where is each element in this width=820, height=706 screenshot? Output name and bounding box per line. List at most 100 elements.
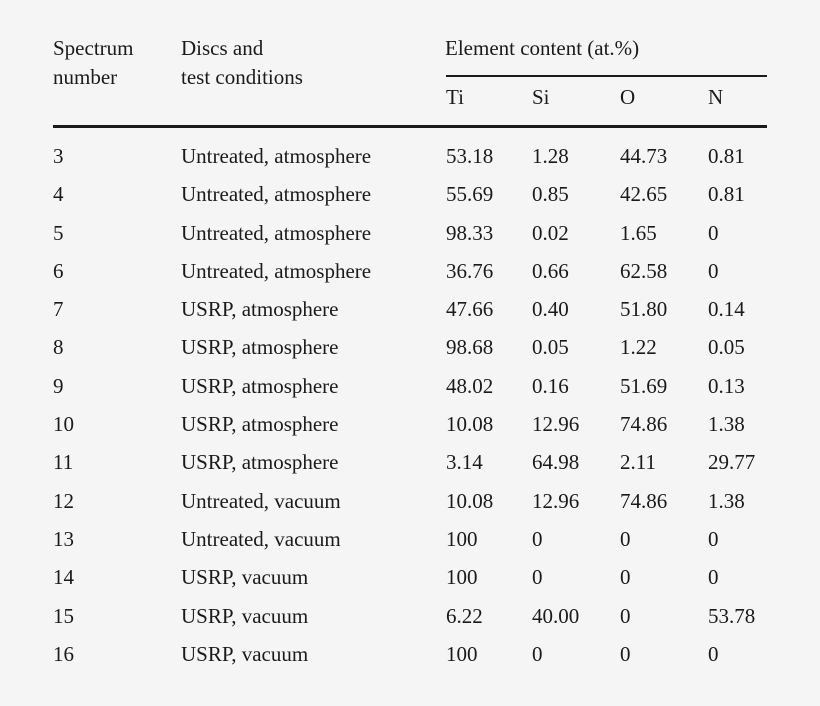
cell-condition: USRP, vacuum [181, 641, 309, 666]
cell-condition: Untreated, vacuum [181, 488, 341, 513]
cell-si: 0.66 [532, 258, 569, 283]
cell-n: 0 [708, 258, 719, 283]
cell-ti: 10.08 [446, 412, 494, 437]
header-discs-conditions: Discs and test conditions [181, 34, 303, 92]
cell-condition: Untreated, atmosphere [181, 144, 372, 168]
cell-si: 0 [532, 565, 543, 590]
cell-si: 0.85 [532, 182, 569, 207]
cell-o: 74.86 [620, 412, 668, 437]
header-bottom-rule [53, 125, 767, 128]
cell-o: 0 [620, 526, 631, 551]
cell-si: 1.28 [532, 144, 569, 168]
cell-n: 0 [708, 641, 719, 666]
cell-condition: USRP, atmosphere [181, 297, 339, 322]
cell-n: 0 [708, 526, 719, 551]
cell-ti: 48.02 [446, 373, 494, 398]
cell-n: 0.14 [708, 297, 745, 322]
cell-o: 0 [620, 641, 631, 666]
cell-n: 29.77 [708, 450, 756, 475]
cell-condition: USRP, atmosphere [181, 373, 339, 398]
cell-ti: 98.33 [446, 220, 494, 245]
table-row: 7 USRP, atmosphere 47.66 0.40 51.80 0.14 [53, 290, 767, 328]
table-row: 8 USRP, atmosphere 98.68 0.05 1.22 0.05 [53, 328, 767, 366]
cell-o: 42.65 [620, 182, 668, 207]
header-n: N [708, 85, 724, 109]
table-row: 10 USRP, atmosphere 10.08 12.96 74.86 1.38 [53, 405, 767, 443]
cell-o: 0 [620, 603, 631, 628]
table-row: 6 Untreated, atmosphere 36.76 0.66 62.58 0 [53, 252, 767, 290]
cell-condition: USRP, atmosphere [181, 412, 339, 437]
header-element-content: Element content (at.%) [445, 36, 640, 60]
cell-si: 0.02 [532, 220, 569, 245]
header-o: O [620, 85, 636, 109]
table-row: 15 USRP, vacuum 6.22 40.00 0 53.78 [53, 597, 767, 635]
cell-o: 44.73 [620, 144, 668, 168]
cell-spectrum: 11 [53, 450, 74, 475]
cell-si: 0.16 [532, 373, 569, 398]
cell-o: 1.22 [620, 335, 657, 360]
cell-condition: Untreated, atmosphere [181, 182, 372, 207]
cell-n: 0 [708, 220, 719, 245]
cell-spectrum: 13 [53, 526, 74, 551]
table-row: 3 Untreated, atmosphere 53.18 1.28 44.73 0.81 [53, 137, 767, 175]
cell-si: 0 [532, 526, 543, 551]
table-header: Spectrum number Discs and test condition… [53, 0, 767, 128]
cell-ti: 53.18 [446, 144, 494, 168]
cell-si: 0 [532, 641, 543, 666]
cell-spectrum: 12 [53, 488, 74, 513]
cell-o: 1.65 [620, 220, 657, 245]
table-body: 3 Untreated, atmosphere 53.18 1.28 44.73 0.81… [53, 137, 767, 673]
cell-ti: 36.76 [446, 258, 494, 283]
header-ti: Ti [446, 85, 464, 109]
header-spectrum-line2: number [53, 65, 118, 89]
table-row: 14 USRP, vacuum 100 0 0 0 [53, 558, 767, 596]
cell-n: 0.81 [708, 144, 745, 168]
cell-spectrum: 5 [53, 220, 64, 245]
cell-spectrum: 10 [53, 412, 74, 437]
cell-n: 0.81 [708, 182, 745, 207]
cell-o: 51.69 [620, 373, 668, 398]
table-row: 11 USRP, atmosphere 3.14 64.98 2.11 29.77 [53, 443, 767, 481]
cell-condition: USRP, atmosphere [181, 450, 339, 475]
cell-spectrum: 14 [53, 565, 74, 590]
cell-spectrum: 15 [53, 603, 74, 628]
cell-o: 51.80 [620, 297, 668, 322]
cell-n: 0 [708, 565, 719, 590]
cell-spectrum: 8 [53, 335, 64, 360]
cell-o: 2.11 [620, 450, 656, 475]
cell-ti: 3.14 [446, 450, 483, 475]
cell-condition: USRP, atmosphere [181, 335, 339, 360]
cell-spectrum: 4 [53, 182, 64, 207]
table-row: 16 USRP, vacuum 100 0 0 0 [53, 635, 767, 673]
cell-si: 0.05 [532, 335, 569, 360]
cell-ti: 100 [446, 526, 478, 551]
table-row: 9 USRP, atmosphere 48.02 0.16 51.69 0.13 [53, 367, 767, 405]
cell-spectrum: 7 [53, 297, 64, 322]
cell-si: 64.98 [532, 450, 580, 475]
cell-n: 1.38 [708, 412, 745, 437]
header-si: Si [532, 85, 550, 109]
cell-spectrum: 9 [53, 373, 64, 398]
cell-si: 12.96 [532, 488, 580, 513]
element-content-table: Spectrum number Discs and test condition… [53, 0, 767, 666]
cell-ti: 55.69 [446, 182, 494, 207]
table-row: 13 Untreated, vacuum 100 0 0 0 [53, 520, 767, 558]
cell-condition: USRP, vacuum [181, 603, 309, 628]
cell-spectrum: 3 [53, 144, 64, 168]
cell-o: 74.86 [620, 488, 668, 513]
cell-n: 1.38 [708, 488, 745, 513]
cell-si: 0.40 [532, 297, 569, 322]
cell-spectrum: 6 [53, 258, 64, 283]
cell-n: 0.13 [708, 373, 745, 398]
header-discs-line2: test conditions [181, 65, 303, 89]
cell-si: 12.96 [532, 412, 580, 437]
cell-condition: Untreated, vacuum [181, 526, 341, 551]
cell-spectrum: 16 [53, 641, 74, 666]
cell-o: 62.58 [620, 258, 668, 283]
cell-ti: 100 [446, 641, 478, 666]
header-discs-line1: Discs and [181, 36, 264, 60]
cell-ti: 47.66 [446, 297, 494, 322]
cell-n: 0.05 [708, 335, 745, 360]
cell-si: 40.00 [532, 603, 580, 628]
cell-condition: Untreated, atmosphere [181, 220, 372, 245]
